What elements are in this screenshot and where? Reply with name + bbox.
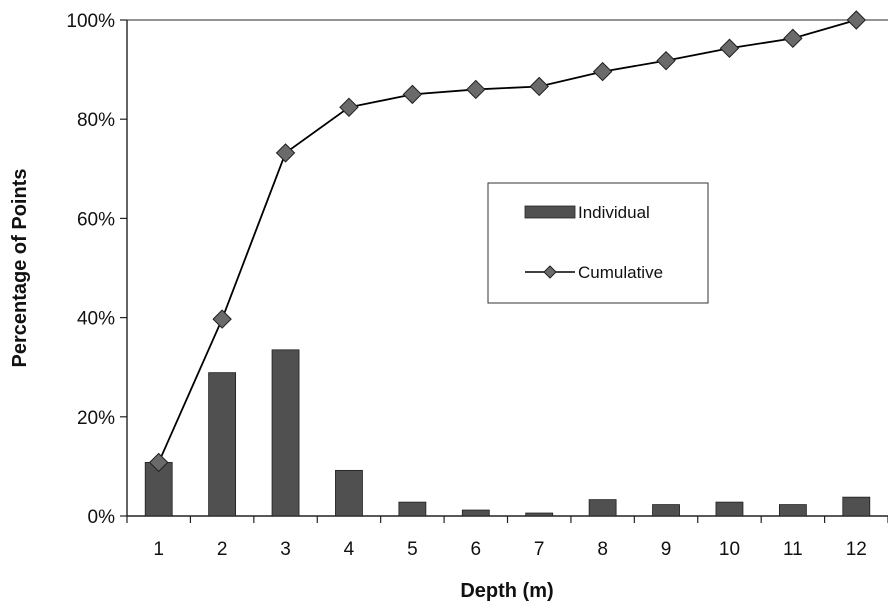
- bar-individual: [652, 504, 680, 517]
- x-tick-label: 5: [407, 539, 418, 560]
- x-tick-label: 10: [719, 539, 740, 560]
- bar-individual: [271, 349, 300, 517]
- x-tick-label: 12: [846, 539, 867, 560]
- bar-individual: [461, 509, 490, 517]
- cumulative-point: [212, 309, 232, 329]
- x-tick-label: 8: [597, 539, 608, 560]
- y-tick-label: 20%: [77, 408, 115, 429]
- cumulative-point: [466, 79, 486, 100]
- bar-individual: [525, 512, 554, 517]
- legend: Individual Cumulative: [487, 182, 709, 304]
- x-axis-ticks: 1 2 3 4 5 6 7 8 9 10 11 12: [126, 516, 888, 560]
- x-tick-label: 6: [471, 539, 482, 560]
- cumulative-point: [402, 84, 423, 105]
- bar-individual: [715, 501, 744, 517]
- x-tick-label: 3: [280, 539, 291, 560]
- bar-individual: [588, 499, 617, 517]
- legend-label-individual: Individual: [578, 203, 650, 222]
- y-tick-label: 60%: [77, 209, 115, 230]
- cumulative-point: [656, 50, 676, 71]
- x-axis-title: Depth (m): [460, 580, 553, 602]
- y-tick-label: 40%: [77, 309, 115, 330]
- cumulative-point: [719, 38, 740, 58]
- cumulative-point: [149, 452, 169, 473]
- cumulative-point: [783, 28, 803, 49]
- bar-individual: [778, 504, 807, 517]
- x-tick-label: 2: [217, 539, 228, 560]
- bar-series-individual: [144, 349, 871, 517]
- y-tick-label: 100%: [66, 11, 115, 32]
- bar-individual: [335, 469, 363, 517]
- legend-swatch-individual: [524, 205, 576, 219]
- bar-individual: [398, 501, 427, 517]
- cumulative-line: [157, 19, 857, 463]
- legend-marker-cumulative: [543, 265, 557, 279]
- x-tick-label: 9: [661, 539, 672, 560]
- y-axis-ticks: 0% 20% 40% 60% 80% 100%: [66, 11, 127, 528]
- bar-individual: [208, 372, 237, 517]
- line-series-cumulative: [149, 10, 866, 473]
- cumulative-point: [529, 76, 549, 97]
- bar-individual: [842, 496, 871, 517]
- y-axis-title: Percentage of Points: [9, 169, 31, 368]
- cumulative-point: [339, 97, 359, 118]
- y-tick-label: 0%: [88, 507, 116, 528]
- legend-box: [487, 182, 709, 304]
- legend-label-cumulative: Cumulative: [578, 263, 663, 282]
- x-tick-label: 7: [534, 539, 545, 560]
- cumulative-point: [275, 143, 296, 163]
- x-tick-label: 4: [344, 539, 355, 560]
- cumulative-point: [592, 61, 613, 82]
- x-tick-label: 11: [783, 539, 803, 560]
- x-tick-label: 1: [153, 539, 164, 560]
- cumulative-point: [846, 10, 866, 30]
- y-tick-label: 80%: [77, 110, 115, 131]
